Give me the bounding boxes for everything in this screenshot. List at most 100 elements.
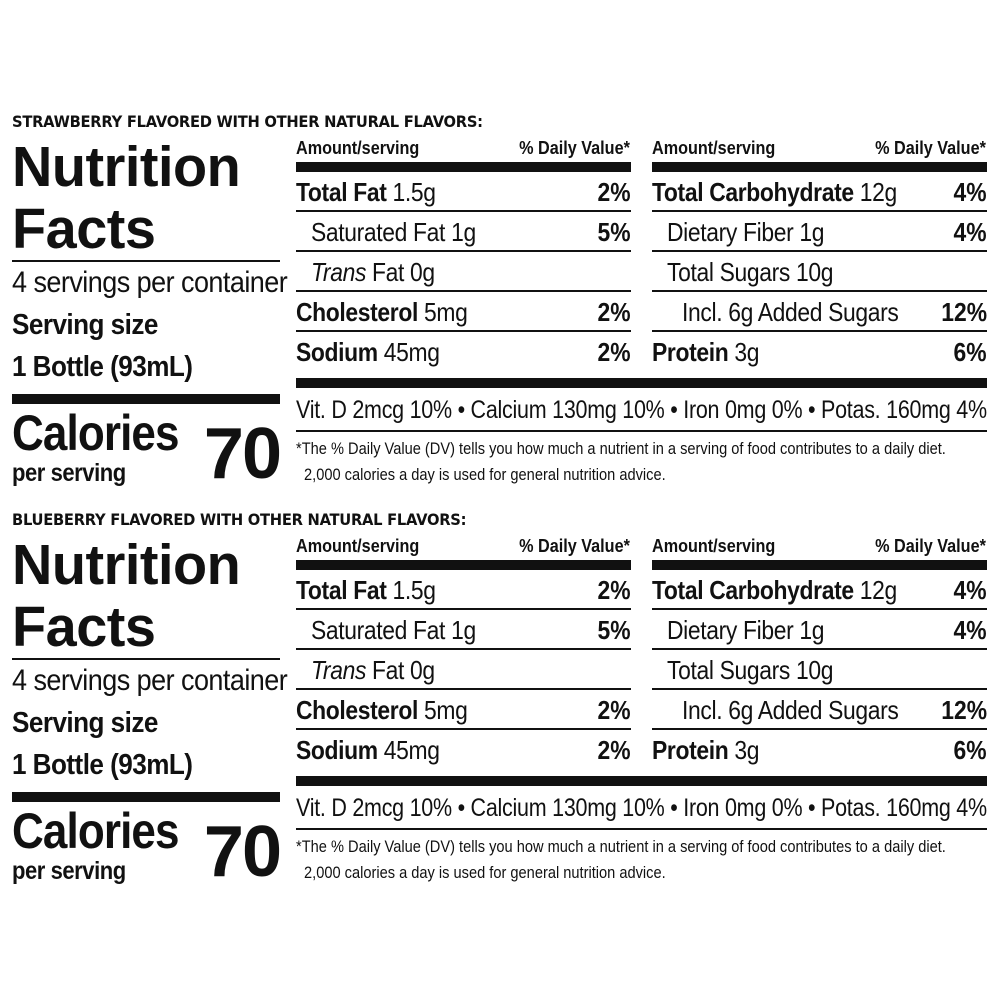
nutrient-percent: 5% (597, 615, 631, 645)
nutrient-amount: 5mg (424, 297, 468, 327)
nutrient-row: Dietary Fiber 1g 4% (652, 610, 987, 650)
nutrient-row: Saturated Fat 1g 5% (296, 610, 631, 650)
nutrient-column-right: Amount/serving % Daily Value* Total Carb… (652, 136, 987, 370)
nutrient-percent: 2% (597, 735, 631, 765)
servings-per-container: 4 servings per container (12, 664, 288, 697)
title-line-2: Facts (12, 595, 156, 659)
nutrient-amount: 10g (795, 655, 834, 685)
nutrient-name: Cholesterol (296, 297, 419, 327)
serving-size-label: Serving size (12, 309, 158, 341)
nutrient-percent: 4% (953, 217, 987, 247)
nutrient-name: Cholesterol (296, 695, 419, 725)
nutrient-percent: 12% (941, 695, 987, 725)
column-header: Amount/serving % Daily Value* (652, 534, 986, 560)
nutrient-name: Total Sugars (667, 655, 790, 685)
nutrient-amount: Fat 0g (372, 257, 435, 287)
nutrient-column-right: Amount/serving % Daily Value* Total Carb… (652, 534, 987, 768)
column-header: Amount/serving % Daily Value* (296, 136, 630, 162)
nutrient-name: Incl. 6g Added Sugars (682, 297, 899, 327)
nutrient-percent: 4% (953, 177, 987, 207)
nutrient-percent: 4% (953, 575, 987, 605)
nutrition-facts-title: Nutrition Facts (12, 136, 275, 260)
calories-label: Calories (12, 803, 179, 859)
nutrient-name: Saturated Fat (311, 217, 446, 247)
nutrient-amount: 12g (859, 177, 897, 207)
nutrient-amount: 45mg (383, 735, 440, 765)
thick-divider (12, 394, 280, 404)
nutrient-row: Sodium 45mg 2% (296, 730, 631, 768)
nutrient-row: Sodium 45mg 2% (296, 332, 631, 370)
nutrient-column-left: Amount/serving % Daily Value* Total Fat … (296, 534, 631, 768)
daily-value-header: % Daily Value* (519, 536, 630, 556)
title-line-1: Nutrition (12, 135, 241, 199)
nutrient-row: Protein 3g 6% (652, 730, 987, 768)
nutrient-amount: 1g (799, 615, 825, 645)
column-header: Amount/serving % Daily Value* (296, 534, 630, 560)
thick-divider (296, 378, 987, 388)
thick-divider (12, 792, 280, 802)
daily-value-header: % Daily Value* (875, 536, 986, 556)
nutrition-facts-panel: Nutrition Facts 4 servings per container… (12, 534, 288, 894)
nutrient-row: Total Carbohydrate 12g 4% (652, 172, 987, 212)
nutrient-percent: 2% (597, 297, 631, 327)
thick-divider (652, 162, 987, 172)
nutrient-name: Dietary Fiber (667, 217, 794, 247)
nutrient-column-left: Amount/serving % Daily Value* Total Fat … (296, 136, 631, 370)
nutrient-name: Saturated Fat (311, 615, 446, 645)
nutrient-row: Trans Fat 0g (296, 650, 631, 690)
nutrient-name: Total Carbohydrate (652, 575, 854, 605)
nutrient-row: Incl. 6g Added Sugars 12% (652, 292, 987, 332)
nutrient-name: Incl. 6g Added Sugars (682, 695, 899, 725)
nutrition-label-blueberry: BLUEBERRY FLAVORED WITH OTHER NATURAL FL… (0, 510, 1000, 910)
thick-divider (652, 560, 987, 570)
nutrient-percent: 2% (597, 695, 631, 725)
title-line-2: Facts (12, 197, 156, 261)
nutrient-amount: 1g (451, 217, 476, 247)
nutrient-amount: 45mg (383, 337, 440, 367)
nutrient-percent: 6% (953, 337, 987, 367)
footnote-line-2: 2,000 calories a day is used for general… (304, 863, 666, 882)
nutrient-percent: 6% (953, 735, 987, 765)
calories-per-serving: per serving (12, 857, 126, 885)
footnote-line-2: 2,000 calories a day is used for general… (304, 465, 666, 484)
divider (12, 260, 280, 262)
nutrient-amount: 3g (734, 337, 760, 367)
nutrient-amount: 5mg (424, 695, 468, 725)
nutrient-percent: 12% (941, 297, 987, 327)
amount-header: Amount/serving (296, 536, 420, 556)
nutrient-name: Protein (652, 337, 729, 367)
nutrient-amount: 12g (859, 575, 897, 605)
nutrient-row: Total Carbohydrate 12g 4% (652, 570, 987, 610)
amount-header: Amount/serving (652, 138, 776, 158)
nutrient-name: Sodium (296, 337, 378, 367)
nutrient-name: Sodium (296, 735, 378, 765)
footnote-line-1: *The % Daily Value (DV) tells you how mu… (296, 439, 946, 458)
nutrition-facts-panel: Nutrition Facts 4 servings per container… (12, 136, 288, 496)
daily-value-header: % Daily Value* (519, 138, 630, 158)
nutrient-percent: 2% (597, 177, 631, 207)
nutrient-row: Saturated Fat 1g 5% (296, 212, 631, 252)
calories-value: 70 (203, 812, 282, 892)
title-line-1: Nutrition (12, 533, 241, 597)
footnote-line-1: *The % Daily Value (DV) tells you how mu… (296, 837, 946, 856)
thick-divider (296, 776, 987, 786)
thick-divider (296, 560, 631, 570)
nutrient-row: Protein 3g 6% (652, 332, 987, 370)
calories-value: 70 (203, 414, 282, 494)
nutrition-label-strawberry: STRAWBERRY FLAVORED WITH OTHER NATURAL F… (0, 112, 1000, 512)
nutrient-amount: 1g (799, 217, 825, 247)
nutrient-amount: 10g (795, 257, 834, 287)
nutrient-name: Protein (652, 735, 729, 765)
nutrient-row: Cholesterol 5mg 2% (296, 292, 631, 332)
nutrient-row: Total Sugars 10g (652, 650, 987, 690)
nutrient-name: Total Sugars (667, 257, 790, 287)
nutrient-row: Incl. 6g Added Sugars 12% (652, 690, 987, 730)
nutrient-name: Total Fat (296, 177, 387, 207)
nutrient-name: Trans (311, 655, 367, 685)
nutrient-row: Trans Fat 0g (296, 252, 631, 292)
serving-size-value: 1 Bottle (93mL) (12, 351, 193, 383)
calories-per-serving: per serving (12, 459, 126, 487)
nutrition-facts-title: Nutrition Facts (12, 534, 275, 658)
nutrient-name: Trans (311, 257, 367, 287)
divider (296, 828, 987, 830)
